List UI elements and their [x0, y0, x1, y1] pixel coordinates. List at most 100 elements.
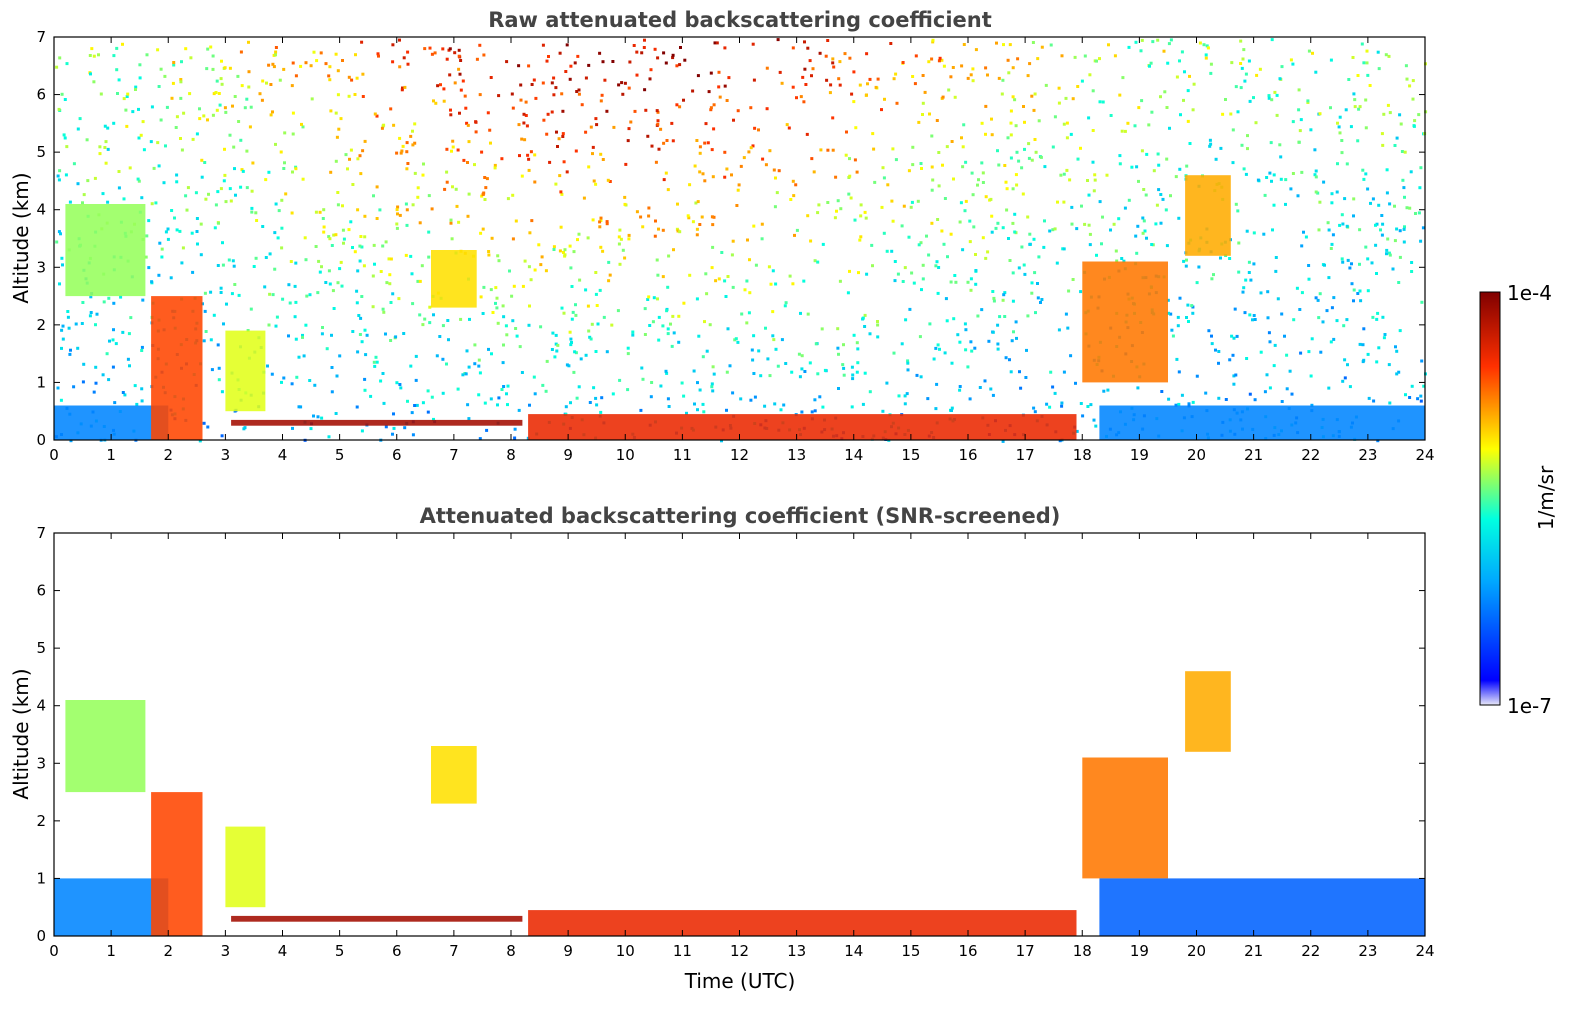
noise-pixel: [1120, 129, 1124, 133]
noise-pixel: [868, 390, 872, 394]
x-tick-label: 7: [449, 942, 459, 960]
backscatter-feature: [151, 296, 203, 440]
noise-pixel: [771, 269, 775, 273]
noise-pixel: [990, 230, 994, 234]
noise-pixel: [342, 237, 346, 241]
noise-pixel: [1186, 303, 1190, 307]
noise-pixel: [863, 325, 867, 328]
noise-pixel: [180, 60, 183, 64]
y-tick-label: 3: [36, 754, 46, 772]
noise-pixel: [58, 169, 62, 173]
noise-pixel: [159, 67, 163, 71]
noise-pixel: [589, 337, 593, 341]
noise-pixel: [1371, 197, 1375, 201]
noise-pixel: [844, 153, 848, 157]
noise-pixel: [798, 375, 802, 379]
noise-pixel: [896, 272, 900, 276]
noise-pixel: [618, 228, 622, 232]
noise-pixel: [1086, 179, 1089, 182]
noise-pixel: [1049, 43, 1053, 47]
noise-pixel: [575, 90, 579, 93]
noise-pixel: [1416, 397, 1420, 401]
noise-pixel: [88, 54, 92, 57]
noise-pixel: [746, 238, 749, 242]
noise-pixel: [813, 398, 817, 402]
noise-pixel: [1076, 157, 1080, 161]
noise-pixel: [157, 85, 161, 88]
noise-pixel: [304, 61, 308, 65]
noise-pixel: [202, 421, 206, 425]
noise-pixel: [166, 227, 170, 231]
noise-pixel: [671, 139, 675, 143]
noise-pixel: [573, 61, 577, 65]
noise-pixel: [666, 397, 670, 401]
noise-pixel: [1011, 66, 1015, 70]
noise-pixel: [1066, 326, 1070, 330]
noise-pixel: [666, 285, 670, 289]
noise-pixel: [1314, 175, 1318, 179]
x-tick-label: 2: [163, 942, 173, 960]
noise-pixel: [558, 174, 562, 178]
noise-pixel: [1055, 261, 1059, 265]
y-tick-label: 1: [36, 373, 46, 391]
noise-pixel: [334, 111, 338, 115]
noise-pixel: [1188, 74, 1191, 78]
y-tick-label: 2: [36, 316, 46, 334]
noise-pixel: [974, 253, 977, 256]
noise-pixel: [1283, 334, 1286, 338]
noise-pixel: [1113, 54, 1117, 58]
noise-pixel: [520, 371, 524, 374]
noise-pixel: [363, 235, 367, 239]
noise-pixel: [1326, 221, 1330, 225]
noise-pixel: [1353, 98, 1357, 102]
noise-pixel: [1127, 198, 1131, 202]
noise-pixel: [308, 379, 312, 382]
noise-pixel: [291, 111, 295, 115]
x-tick-label: 19: [1130, 942, 1149, 960]
noise-pixel: [848, 157, 851, 161]
noise-pixel: [654, 160, 658, 164]
noise-pixel: [371, 274, 375, 278]
noise-pixel: [698, 151, 702, 155]
noise-pixel: [309, 64, 313, 68]
noise-pixel: [1162, 49, 1166, 53]
noise-pixel: [592, 179, 596, 183]
noise-pixel: [1088, 232, 1092, 236]
noise-pixel: [1165, 244, 1169, 248]
noise-pixel: [400, 88, 404, 92]
noise-pixel: [856, 347, 860, 351]
noise-pixel: [478, 437, 482, 441]
noise-pixel: [906, 359, 910, 363]
noise-pixel: [983, 379, 987, 383]
noise-pixel: [1274, 269, 1278, 273]
noise-pixel: [1186, 119, 1190, 123]
noise-pixel: [374, 355, 378, 359]
noise-pixel: [209, 290, 213, 294]
noise-pixel: [1249, 278, 1253, 282]
noise-pixel: [279, 150, 283, 154]
noise-pixel: [695, 233, 699, 237]
noise-pixel: [560, 306, 564, 310]
noise-pixel: [294, 74, 298, 78]
noise-pixel: [380, 126, 384, 130]
noise-pixel: [565, 363, 569, 367]
noise-pixel: [845, 130, 848, 134]
noise-pixel: [1372, 399, 1376, 403]
noise-pixel: [1195, 281, 1199, 285]
noise-pixel: [354, 53, 357, 57]
noise-pixel: [592, 386, 596, 390]
noise-pixel: [125, 95, 129, 98]
noise-pixel: [59, 232, 62, 236]
noise-pixel: [1265, 373, 1269, 377]
noise-pixel: [701, 402, 705, 406]
noise-pixel: [731, 391, 735, 395]
noise-pixel: [795, 96, 798, 100]
noise-pixel: [1318, 112, 1322, 116]
noise-pixel: [271, 62, 275, 66]
noise-pixel: [330, 366, 334, 369]
noise-pixel: [154, 201, 158, 205]
noise-pixel: [833, 216, 837, 220]
backscatter-feature: [528, 414, 1077, 440]
noise-pixel: [360, 429, 364, 433]
noise-pixel: [1349, 125, 1353, 129]
